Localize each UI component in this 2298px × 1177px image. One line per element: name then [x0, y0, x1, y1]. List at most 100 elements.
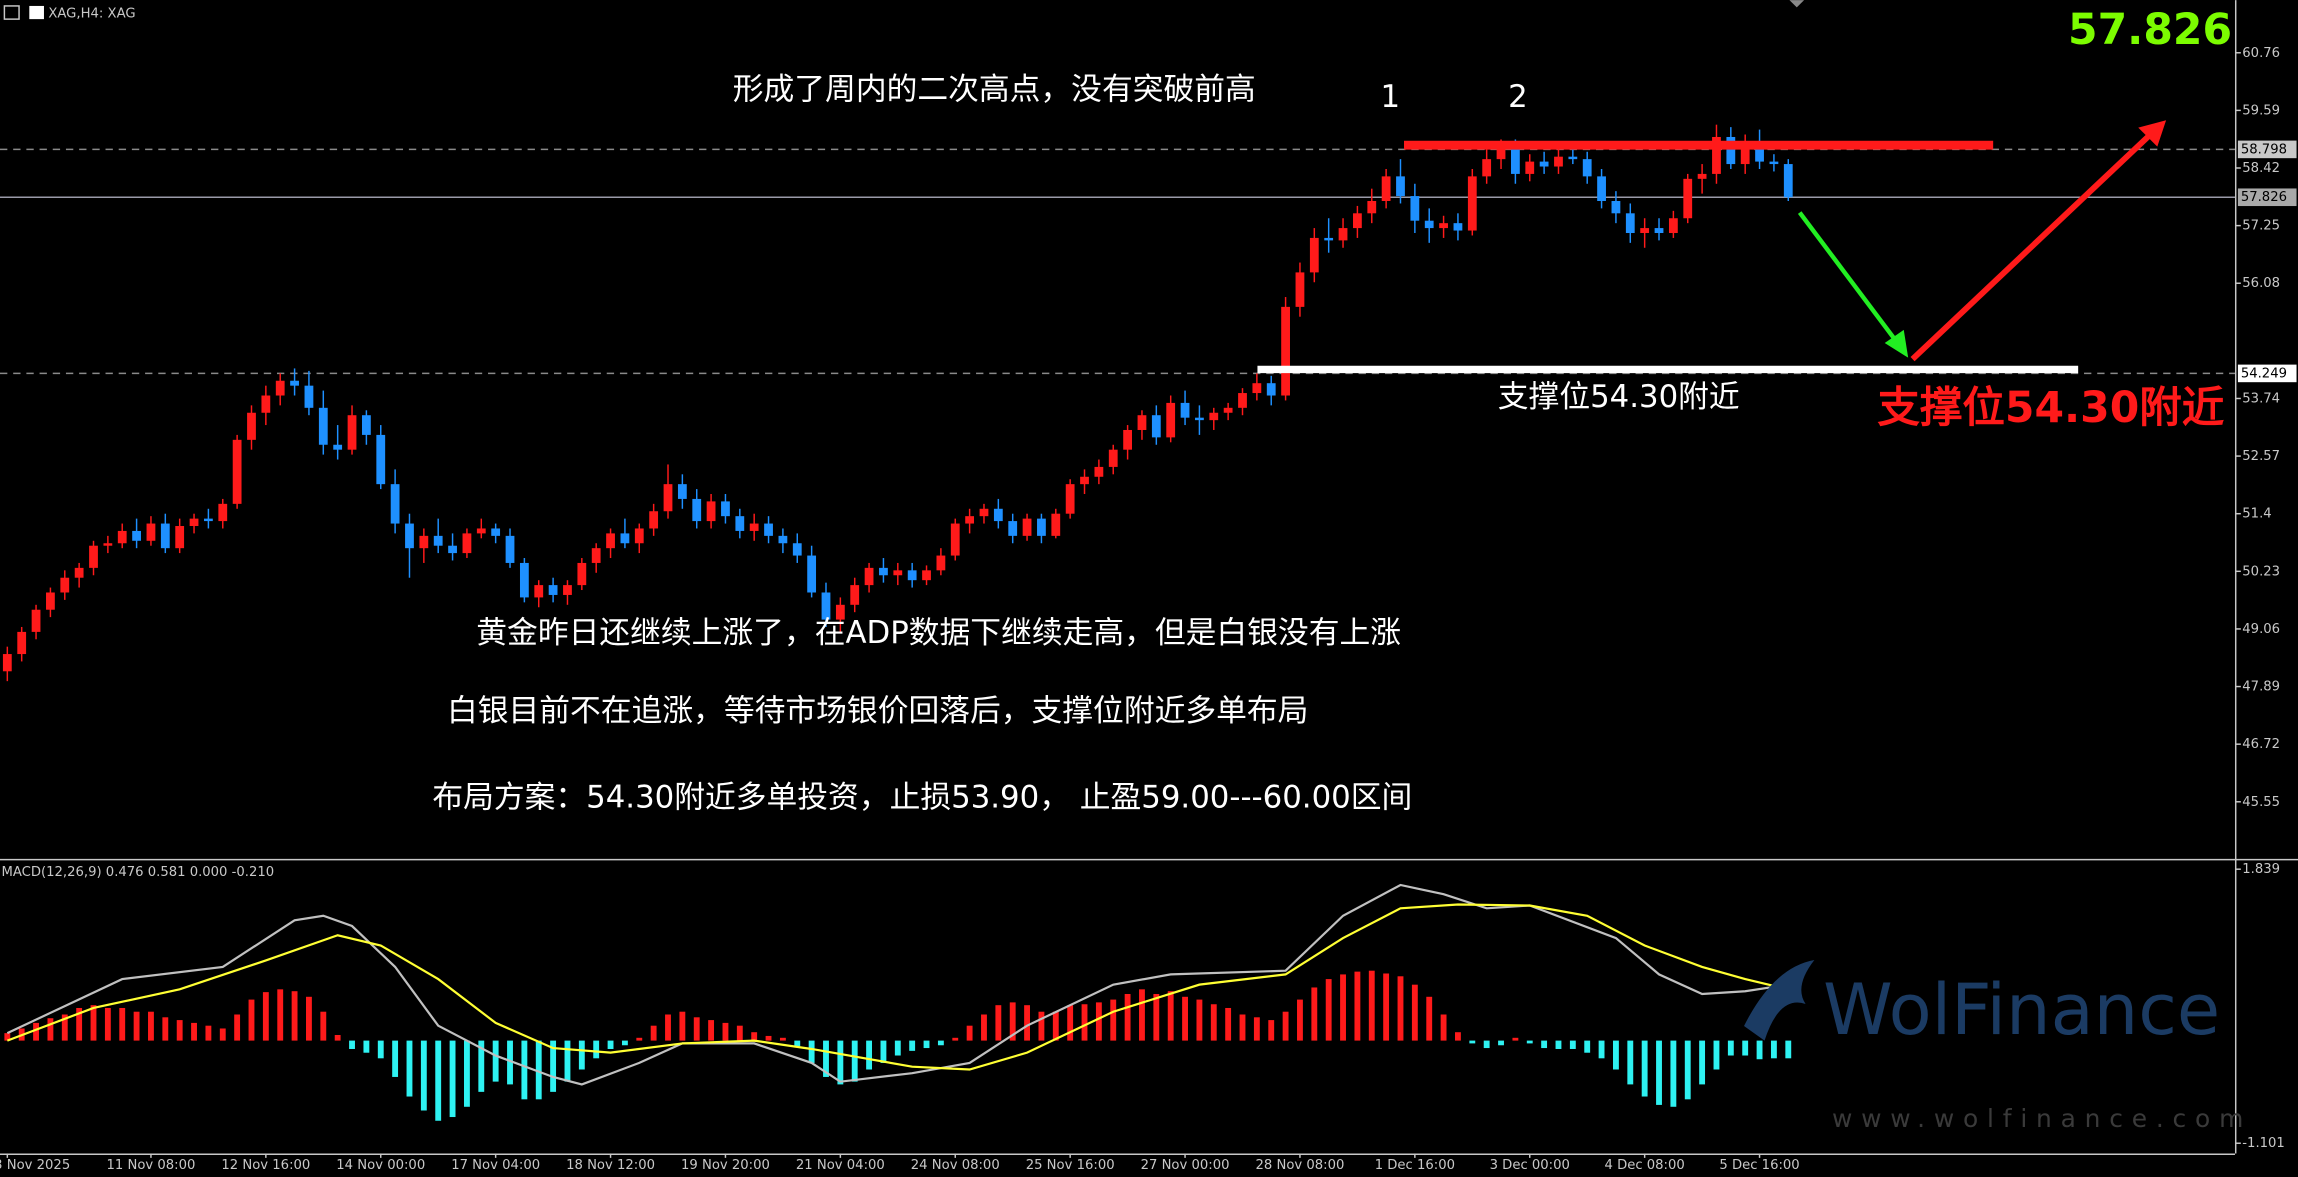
histogram-bar — [262, 992, 269, 1041]
histogram-bar — [1598, 1040, 1605, 1059]
histogram-bar — [1498, 1040, 1504, 1046]
candle-body — [1338, 228, 1348, 241]
annotation: 黄金昨日还继续上涨了，在ADP数据下继续走高，但是白银没有上涨 — [476, 615, 1401, 651]
candle-body — [433, 535, 443, 546]
candle-body — [1396, 176, 1405, 197]
histogram-bar — [1641, 1040, 1648, 1097]
histogram-bar — [823, 1040, 829, 1077]
histogram-bar — [894, 1040, 901, 1056]
annotation: 白银目前不在追涨，等待市场银价回落后，支撑位附近多单布局 — [447, 693, 1308, 729]
candle-body — [649, 511, 659, 529]
histogram-bar — [1699, 1040, 1706, 1085]
x-tick-label: 14 Nov 00:00 — [336, 1158, 425, 1173]
histogram-bar — [708, 1020, 715, 1041]
y-tick-label: 47.89 — [2242, 680, 2280, 695]
candle-body — [1525, 161, 1535, 174]
histogram-bar — [1081, 1004, 1088, 1041]
histogram-bar — [492, 1040, 499, 1082]
histogram-bar — [722, 1022, 729, 1041]
candle-body — [1209, 412, 1219, 421]
x-tick-label: 5 Dec 16:00 — [1719, 1158, 1799, 1173]
candle-body — [993, 508, 1003, 522]
y-tick-label: 52.57 — [2242, 449, 2280, 464]
candle-body — [864, 567, 874, 586]
price-tag — [2237, 364, 2297, 383]
histogram-bar — [851, 1040, 858, 1082]
price-tag-label: 57.826 — [2241, 190, 2287, 205]
x-tick-label: 25 Nov 16:00 — [1026, 1158, 1115, 1173]
candle-body — [519, 562, 529, 598]
candle-body — [347, 415, 357, 450]
histogram-bar — [564, 1040, 571, 1082]
histogram-bar — [995, 1005, 1002, 1041]
candle-body — [735, 516, 745, 531]
histogram-bar — [1253, 1017, 1260, 1041]
histogram-bar — [1225, 1007, 1232, 1041]
x-tick-label: 3 Dec 00:00 — [1490, 1158, 1570, 1173]
price-tag-label: 58.798 — [2241, 142, 2287, 157]
candle-body — [46, 592, 55, 610]
candle-body — [103, 543, 113, 546]
candle-body — [1094, 466, 1104, 477]
candle-body — [563, 585, 572, 595]
histogram-bar — [248, 999, 255, 1041]
histogram-bar — [1785, 1040, 1792, 1059]
histogram-bar — [1383, 973, 1390, 1041]
candle-body — [821, 592, 831, 620]
candle-body — [879, 567, 888, 576]
histogram-bar — [1612, 1040, 1619, 1070]
arrow-head — [1884, 329, 1909, 358]
histogram-bar — [1354, 971, 1361, 1041]
y-tick-label: 56.08 — [2242, 276, 2280, 291]
candle-body — [505, 535, 515, 563]
candle-body — [333, 444, 343, 450]
histogram-bar — [1167, 991, 1174, 1041]
annotation: 形成了周内的二次高点，没有突破前高 — [733, 71, 1256, 107]
candle-body — [1238, 393, 1247, 408]
y-tick-label: 57.25 — [2242, 219, 2280, 234]
candle-body — [376, 434, 386, 485]
histogram-bar — [1455, 1032, 1461, 1041]
candle-body — [721, 501, 730, 517]
candle-body — [74, 567, 84, 578]
candle-body — [462, 533, 472, 554]
macd-line — [6, 903, 1789, 1071]
candle-body — [1467, 176, 1477, 231]
histogram-bar — [76, 1007, 83, 1041]
histogram-bar — [1153, 993, 1160, 1041]
histogram-bar — [1110, 999, 1117, 1041]
x-tick-label: 17 Nov 04:00 — [451, 1158, 540, 1173]
x-tick-label: 27 Nov 00:00 — [1141, 1158, 1230, 1173]
price-tag-label: 54.249 — [2241, 366, 2287, 381]
x-tick-label: 4 Dec 08:00 — [1604, 1158, 1684, 1173]
candle-body — [89, 545, 98, 568]
candle-body — [1654, 228, 1664, 234]
candle-body — [405, 523, 414, 549]
candle-body — [1080, 476, 1089, 485]
histogram-bar — [1182, 996, 1188, 1041]
histogram-bar — [148, 1011, 154, 1041]
arrow-down — [1797, 211, 1899, 343]
histogram-bar — [435, 1040, 442, 1121]
histogram-bar — [1139, 989, 1145, 1041]
histogram-bar — [1210, 1004, 1217, 1041]
candle-body — [146, 523, 156, 541]
candle-body — [850, 585, 860, 605]
histogram-bar — [880, 1040, 887, 1063]
annotation: 支撑位54.30附近 — [1498, 379, 1740, 415]
histogram-bar — [1268, 1020, 1275, 1041]
candle-body — [1266, 383, 1276, 396]
candle-body — [1123, 429, 1132, 450]
histogram-bar — [578, 1040, 585, 1070]
histogram-bar — [334, 1035, 341, 1041]
histogram-bar — [306, 996, 312, 1041]
histogram-bar — [1282, 1011, 1289, 1041]
annotation: 布局方案：54.30附近多单投资，止损53.90， 止盈59.00---60.0… — [432, 779, 1412, 815]
candle-body — [318, 407, 328, 445]
candle-body — [290, 380, 299, 386]
histogram-bar — [4, 1033, 11, 1041]
indicator-title: MACD(12,26,9) 0.476 0.581 0.000 -0.210 — [1, 865, 274, 880]
candle-body — [132, 530, 141, 541]
